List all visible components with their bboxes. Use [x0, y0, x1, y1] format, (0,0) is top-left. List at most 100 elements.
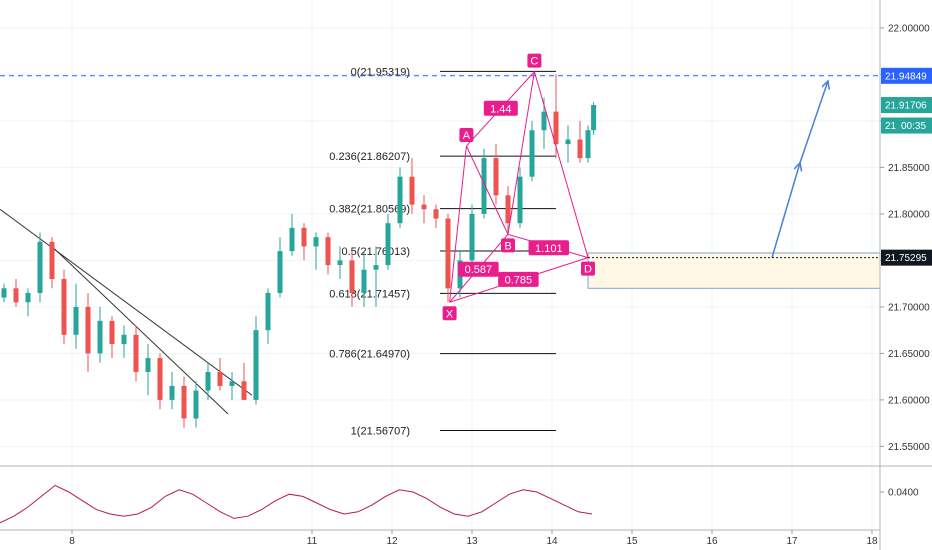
candle-body: [193, 390, 199, 419]
pattern-leg[interactable]: [533, 71, 589, 258]
candle-body: [61, 279, 67, 335]
candle-body: [433, 209, 439, 219]
candle-body: [445, 218, 451, 289]
price-tick-label: 21.60000: [888, 395, 930, 406]
fibonacci-retracement[interactable]: 0(21.95319) 0.236(21.86207) 0.382(21.80569…: [329, 66, 556, 438]
candle-body: [373, 265, 379, 270]
price-tag-label: 00:35: [901, 121, 926, 132]
candle-body: [241, 381, 247, 400]
price-tag-bg: [881, 249, 932, 266]
candle-body: [361, 269, 367, 293]
candles: [1, 74, 597, 428]
candle-body: [121, 334, 127, 345]
projection-arrows[interactable]: [771, 81, 828, 258]
candle-body: [301, 227, 307, 247]
price-tag-label: 21.91706: [885, 101, 927, 112]
candle-body: [469, 213, 475, 261]
time-tick-label: 16: [706, 536, 718, 547]
candle-body: [97, 320, 103, 354]
candle-body: [289, 227, 295, 252]
candle-body: [397, 176, 403, 224]
trendlines[interactable]: [0, 208, 253, 415]
fib-level-label: 0(21.95319): [351, 66, 410, 78]
candle-body: [253, 330, 259, 400]
candle-body: [585, 130, 591, 159]
fib-level-label: 0.382(21.80569): [329, 204, 410, 216]
candle-body: [133, 334, 139, 372]
candle-body: [349, 260, 355, 293]
price-tags: 21.94849 21.91706 21 00:35 21.75295: [881, 67, 932, 266]
candle-body: [169, 385, 175, 400]
ratio-label: 1.101: [535, 243, 563, 255]
ratio-badge: [528, 240, 570, 256]
candle-body: [409, 176, 415, 205]
candle-body: [517, 176, 523, 224]
candle-body: [325, 237, 331, 266]
pattern-point-label: A: [463, 130, 471, 142]
candle-body: [205, 372, 211, 391]
harmonic-pattern[interactable]: X A B C D 1.44 0.587 1.101 0.785: [442, 53, 595, 321]
candle-body: [529, 130, 535, 177]
price-tag-label: 21.94849: [885, 71, 927, 82]
candle-body: [481, 158, 487, 214]
projection-arrow[interactable]: [799, 81, 828, 163]
pattern-point-badge: [501, 238, 515, 253]
ratio-label: 1.44: [490, 103, 511, 115]
target-zone-rect: [587, 252, 881, 289]
pattern-point-label: B: [504, 240, 511, 252]
candle-body: [109, 320, 115, 345]
pattern-point-badge: [459, 128, 474, 143]
price-tick-label: 21.80000: [888, 209, 930, 220]
fib-level-label: 0.786(21.64970): [329, 349, 410, 361]
candle-body: [505, 195, 511, 224]
candle-body: [181, 385, 187, 419]
pattern-point-label: D: [584, 264, 592, 276]
osc-tick-label: 0.0400: [888, 488, 919, 499]
projection-arrow[interactable]: [771, 163, 800, 258]
price-tag-bg: [881, 97, 932, 114]
trendline[interactable]: [51, 246, 229, 415]
candle-body: [565, 139, 571, 145]
price-tag-label: 21.75295: [885, 253, 927, 264]
ratio-badge: [498, 271, 539, 287]
pattern-leg[interactable]: [449, 145, 467, 303]
candle-body: [553, 111, 559, 145]
candle-body: [25, 292, 31, 303]
ratio-label: 0.587: [465, 264, 493, 276]
time-tick-label: 17: [786, 536, 798, 547]
pattern-point-badge: [581, 261, 595, 276]
price-tick-label: 21.55000: [888, 442, 930, 453]
candle-body: [265, 292, 271, 331]
candle-body: [277, 251, 283, 293]
candle-body: [577, 139, 583, 159]
candle-body: [217, 372, 223, 386]
candle-body: [337, 260, 343, 266]
pattern-leg[interactable]: [507, 71, 535, 235]
fib-level-label: 1(21.56707): [351, 426, 410, 438]
ratio-label: 0.785: [505, 274, 533, 286]
candle-body: [385, 223, 391, 266]
candle-body: [229, 381, 235, 386]
candle-body: [541, 111, 547, 131]
fib-level-label: 0.236(21.86207): [329, 151, 410, 163]
candle-body: [37, 241, 43, 293]
price-tick-label: 21.85000: [888, 163, 930, 174]
candle-body: [313, 237, 319, 247]
candle-body: [49, 241, 55, 279]
target-zone: [587, 252, 881, 289]
pattern-point-badge: [527, 53, 542, 68]
trendline[interactable]: [0, 208, 253, 396]
oscillator-pane: 0.0400: [0, 484, 919, 524]
price-tag-label: 21: [885, 121, 897, 132]
pattern-point-label: X: [446, 308, 454, 320]
candle-body: [157, 358, 163, 400]
pattern-leg[interactable]: [465, 145, 509, 235]
candle-body: [591, 105, 597, 131]
pattern-point-badge: [442, 306, 457, 321]
oscillator-line: [0, 484, 593, 524]
time-tick-label: 12: [386, 536, 398, 547]
candle-body: [145, 358, 151, 372]
price-tag-bg: [881, 117, 897, 134]
